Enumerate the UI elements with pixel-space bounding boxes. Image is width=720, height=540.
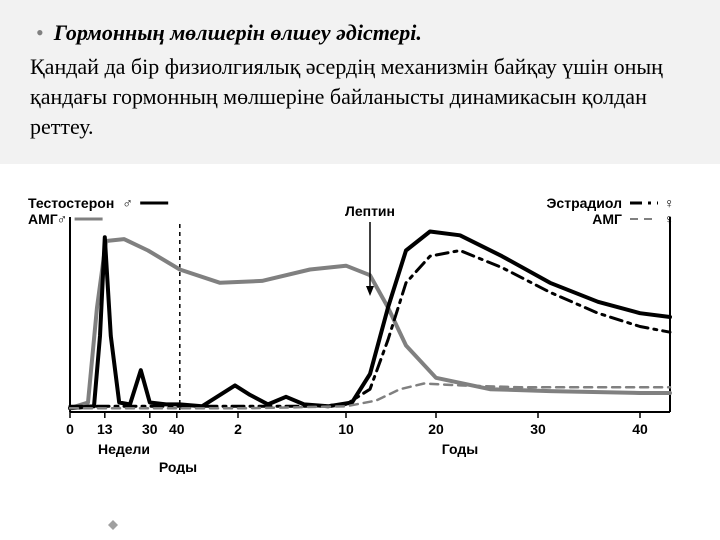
footer-ornament-icon [108, 520, 118, 530]
svg-text:30: 30 [142, 421, 158, 437]
chart-svg: ЛептинТестостерон♂АМГ♂Эстрадиол♀АМГ♀0133… [20, 194, 700, 474]
hormone-chart: ЛептинТестостерон♂АМГ♂Эстрадиол♀АМГ♀0133… [20, 194, 700, 474]
svg-text:♂: ♂ [122, 195, 133, 211]
svg-text:♀: ♀ [664, 195, 675, 211]
svg-text:АМГ: АМГ [592, 211, 622, 227]
svg-text:10: 10 [338, 421, 354, 437]
svg-text:Лептин: Лептин [345, 203, 395, 219]
svg-text:Годы: Годы [442, 441, 478, 457]
svg-text:30: 30 [530, 421, 546, 437]
svg-text:Роды: Роды [159, 459, 197, 474]
body-text: Қандай да бір физиолгиялық әсердің механ… [30, 52, 690, 142]
svg-text:♂: ♂ [57, 211, 68, 227]
svg-text:2: 2 [234, 421, 242, 437]
svg-text:0: 0 [66, 421, 74, 437]
bullet-icon: • [36, 18, 44, 48]
svg-text:40: 40 [632, 421, 648, 437]
svg-text:АМГ: АМГ [28, 211, 58, 227]
svg-text:40: 40 [169, 421, 185, 437]
bullet-line: • Гормонның мөлшерін өлшеу әдістері. [30, 18, 690, 48]
svg-text:13: 13 [97, 421, 113, 437]
svg-text:Недели: Недели [98, 441, 150, 457]
svg-text:20: 20 [428, 421, 444, 437]
bullet-title: Гормонның мөлшерін өлшеу әдістері. [54, 18, 422, 48]
slide: • Гормонның мөлшерін өлшеу әдістері. Қан… [0, 0, 720, 540]
svg-text:♀: ♀ [664, 211, 675, 227]
svg-text:Тестостерон: Тестостерон [28, 195, 114, 211]
text-block: • Гормонның мөлшерін өлшеу әдістері. Қан… [0, 0, 720, 164]
svg-text:Эстрадиол: Эстрадиол [546, 195, 622, 211]
